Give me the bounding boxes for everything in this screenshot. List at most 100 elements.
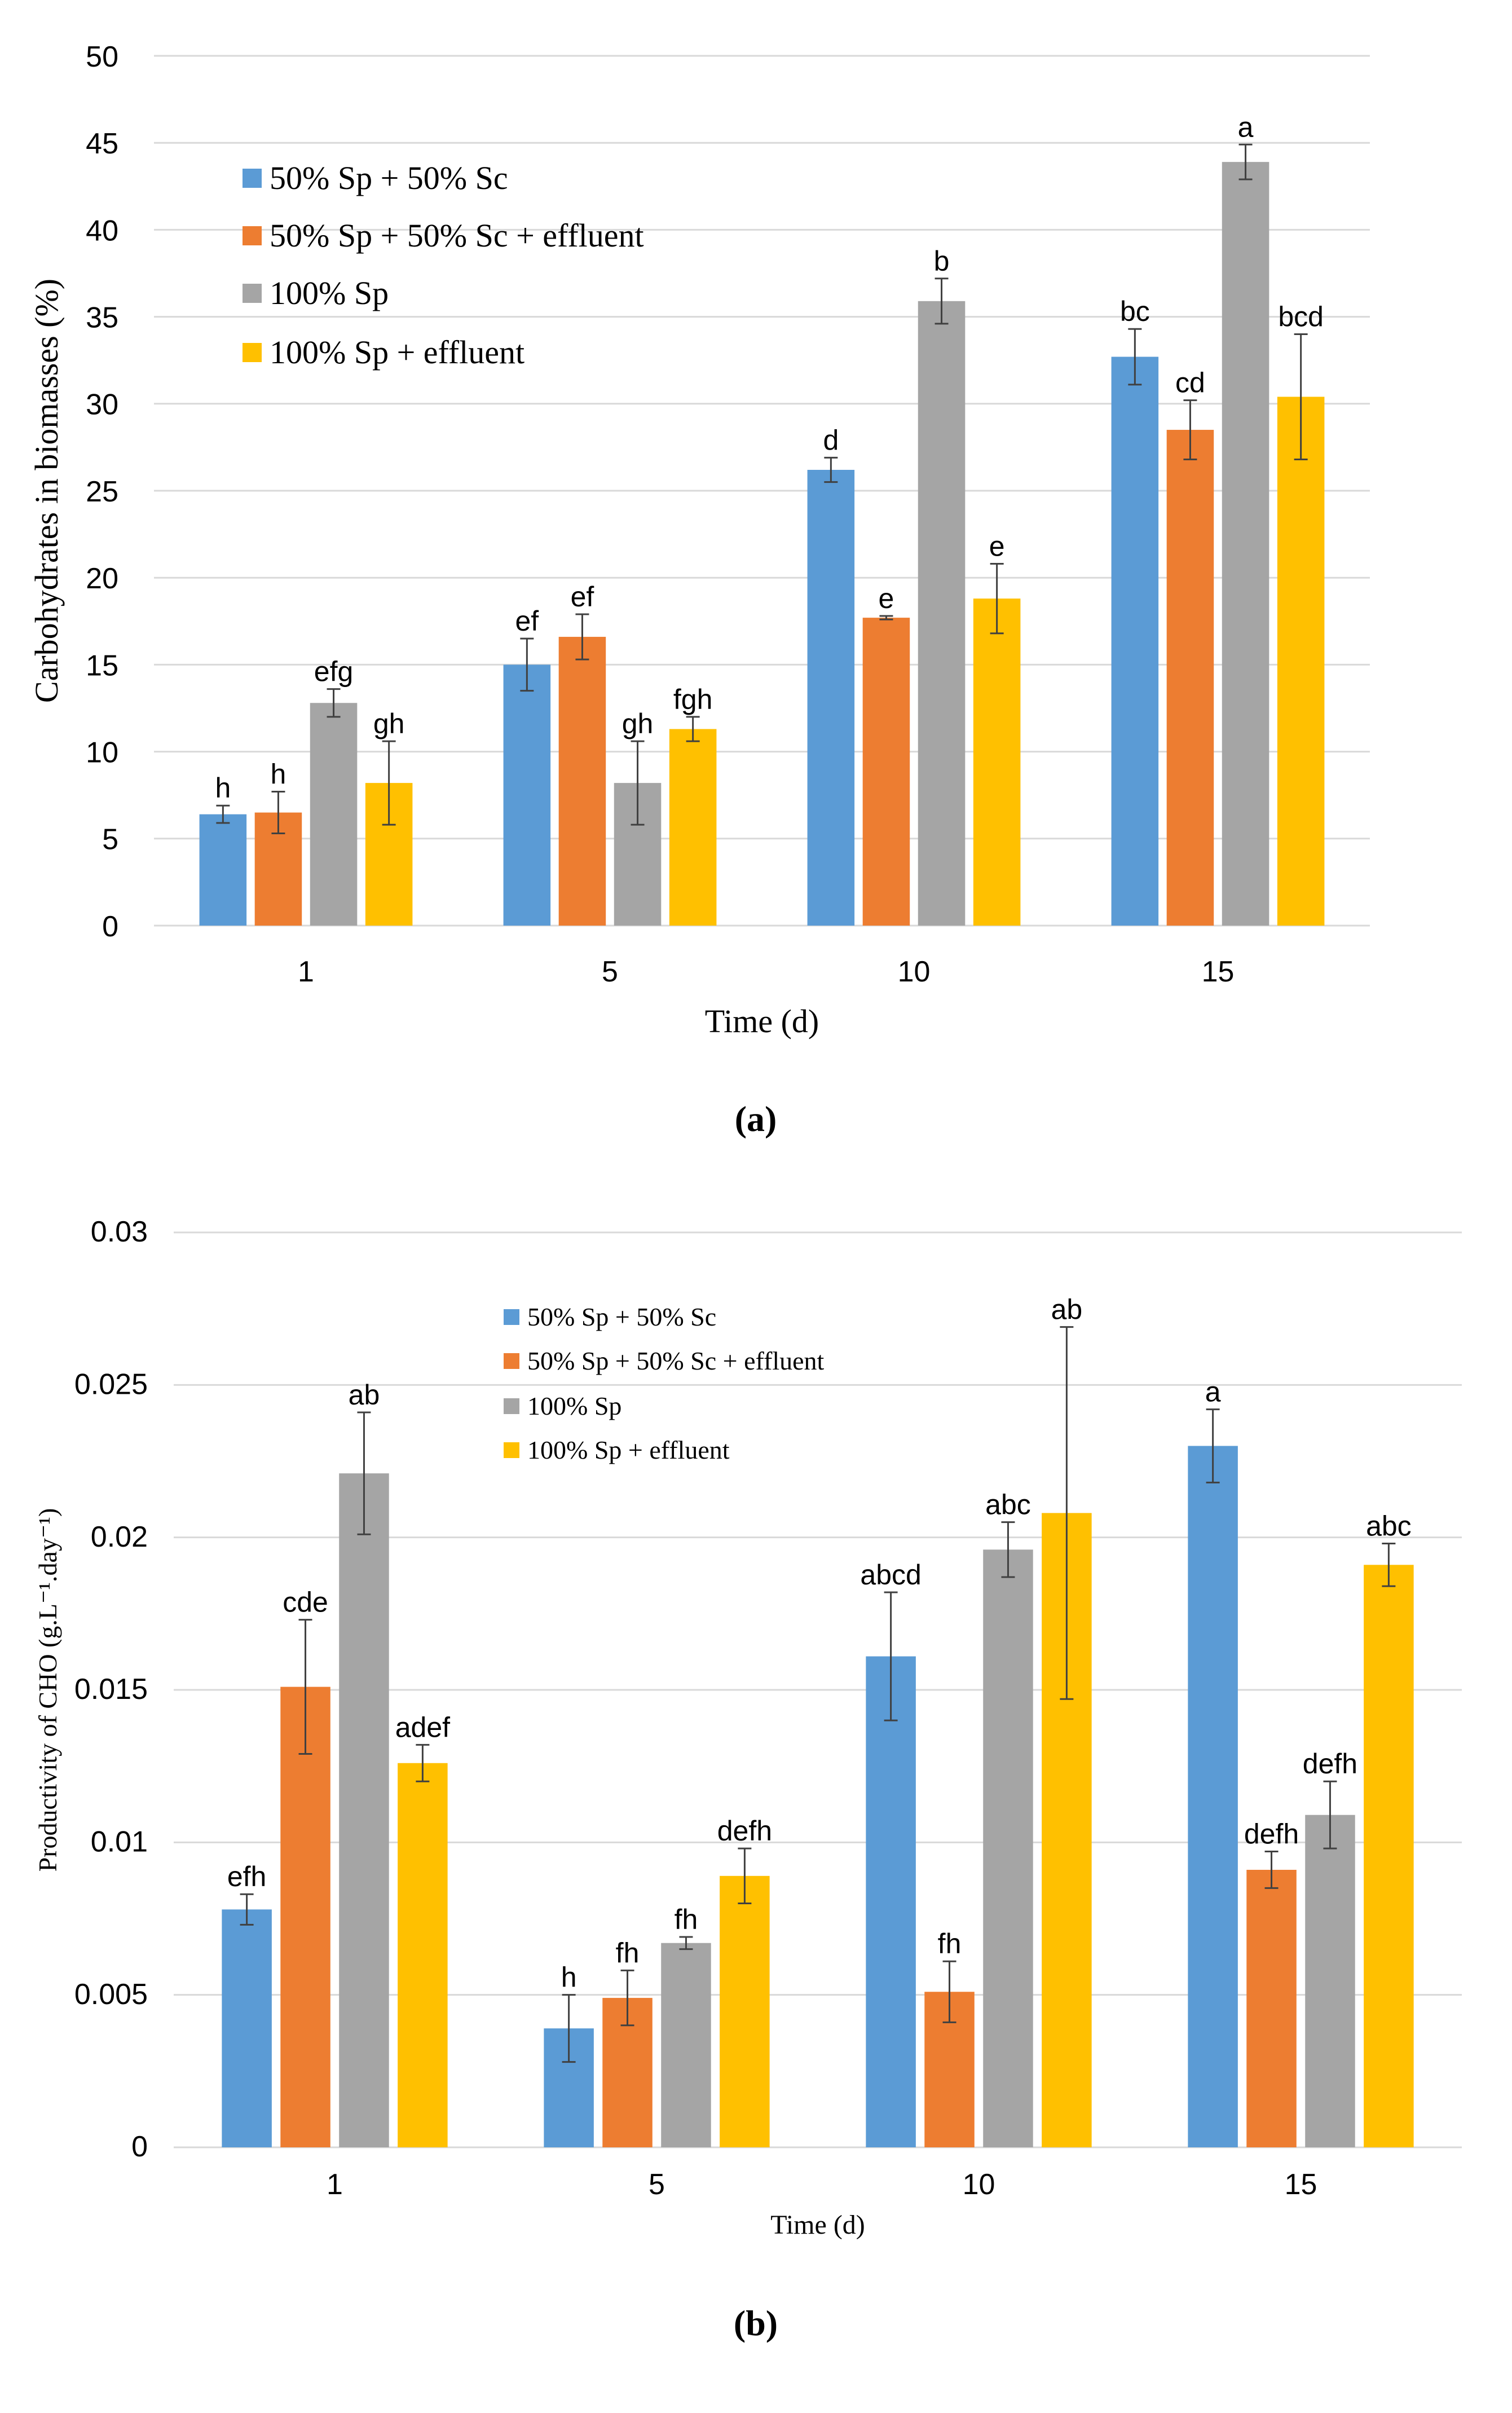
- significance-label: defh: [717, 1815, 772, 1847]
- y-tick-label: 0.03: [91, 1216, 148, 1248]
- y-tick-label: 0.02: [91, 1521, 148, 1553]
- legend-label: 100% Sp: [270, 275, 389, 311]
- error-bar: [520, 637, 534, 692]
- error-bar: [240, 1893, 254, 1926]
- y-tick-label: 0.015: [74, 1673, 148, 1706]
- bar: [862, 618, 910, 926]
- legend-swatch: [504, 1309, 519, 1325]
- bar: [1305, 1815, 1355, 2147]
- y-tick-label: 15: [86, 649, 118, 682]
- y-tick-label: 0.01: [91, 1825, 148, 1858]
- significance-label: d: [823, 424, 839, 456]
- significance-label: ef: [515, 605, 539, 637]
- y-tick-label: 0: [131, 2130, 148, 2163]
- bar: [918, 301, 966, 926]
- significance-label: ab: [1051, 1294, 1083, 1326]
- y-tick-label: 50: [86, 41, 118, 73]
- bar: [1364, 1565, 1414, 2147]
- bar: [1222, 162, 1269, 926]
- bar: [1188, 1446, 1238, 2147]
- significance-label: cd: [1175, 367, 1205, 399]
- bar: [661, 1943, 711, 2147]
- error-bar: [686, 716, 700, 742]
- error-bar: [327, 688, 341, 718]
- bar: [310, 703, 358, 926]
- error-bar: [738, 1847, 752, 1904]
- y-tick-label: 30: [86, 389, 118, 421]
- significance-label: gh: [622, 708, 654, 739]
- error-bar: [1238, 143, 1253, 180]
- bar: [669, 729, 717, 926]
- x-tick-label: 1: [327, 2168, 343, 2201]
- legend-label: 100% Sp: [527, 1392, 621, 1420]
- legend-label: 50% Sp + 50% Sc: [527, 1302, 716, 1331]
- error-bar: [1001, 1521, 1015, 1578]
- significance-label: bc: [1120, 296, 1150, 327]
- significance-label: fh: [675, 1904, 698, 1935]
- legend-swatch: [504, 1353, 519, 1369]
- significance-label: ab: [349, 1379, 380, 1411]
- bar: [558, 637, 606, 926]
- x-axis-title: Time (d): [705, 1003, 819, 1040]
- legend-label: 50% Sp + 50% Sc: [270, 160, 508, 196]
- significance-label: cde: [283, 1587, 328, 1618]
- bar: [503, 664, 551, 926]
- bar: [398, 1763, 448, 2147]
- significance-label: h: [561, 1962, 577, 1993]
- x-tick-label: 10: [963, 2168, 995, 2201]
- bar: [199, 814, 247, 926]
- legend-swatch: [243, 284, 262, 303]
- legend-swatch: [243, 169, 262, 188]
- x-tick-label: 10: [898, 955, 931, 988]
- error-bar: [271, 791, 285, 835]
- significance-label: abcd: [860, 1559, 921, 1591]
- bar: [1277, 397, 1325, 926]
- y-tick-label: 25: [86, 475, 118, 508]
- significance-label: abc: [1366, 1510, 1412, 1542]
- significance-label: adef: [395, 1711, 450, 1743]
- y-tick-label: 0: [102, 910, 118, 943]
- error-bar: [824, 456, 838, 483]
- y-tick-label: 0.005: [74, 1978, 148, 2011]
- bar: [280, 1687, 330, 2147]
- x-axis-title: Time (d): [770, 2210, 865, 2240]
- y-tick-label: 45: [86, 127, 118, 160]
- error-bar: [631, 740, 645, 826]
- y-tick-label: 20: [86, 562, 118, 595]
- legend-label: 50% Sp + 50% Sc + effluent: [270, 217, 644, 254]
- error-bar: [934, 278, 949, 325]
- significance-label: fh: [616, 1937, 640, 1969]
- bar: [1246, 1869, 1297, 2147]
- significance-label: a: [1205, 1376, 1221, 1408]
- significance-label: abc: [985, 1489, 1031, 1521]
- legend-label: 50% Sp + 50% Sc + effluent: [527, 1346, 825, 1375]
- significance-label: a: [1238, 111, 1254, 143]
- error-bar: [620, 1969, 634, 2027]
- bar: [866, 1656, 916, 2147]
- error-bar: [884, 1591, 898, 1721]
- legend-label: 100% Sp + effluent: [270, 334, 524, 371]
- significance-label: fh: [938, 1928, 962, 1960]
- error-bar: [1294, 333, 1308, 460]
- significance-label: b: [934, 245, 950, 277]
- y-axis-title: Productivity of CHO (g.L⁻¹.day⁻¹): [33, 1508, 62, 1872]
- significance-label: h: [215, 772, 231, 804]
- bar: [807, 469, 855, 926]
- error-bar: [1382, 1542, 1396, 1587]
- legend-swatch: [504, 1442, 519, 1458]
- error-bar: [990, 563, 1004, 635]
- x-tick-label: 5: [602, 955, 618, 988]
- bar: [720, 1875, 770, 2147]
- bar: [222, 1909, 272, 2147]
- error-bar: [879, 615, 893, 620]
- legend-swatch: [243, 343, 262, 362]
- legend-swatch: [243, 226, 262, 245]
- significance-label: e: [989, 531, 1005, 562]
- error-bar: [1128, 328, 1142, 386]
- error-bar: [298, 1619, 312, 1755]
- x-tick-label: 15: [1285, 2168, 1317, 2201]
- y-tick-label: 40: [86, 214, 118, 247]
- y-tick-label: 5: [102, 824, 118, 856]
- bar: [1111, 356, 1159, 926]
